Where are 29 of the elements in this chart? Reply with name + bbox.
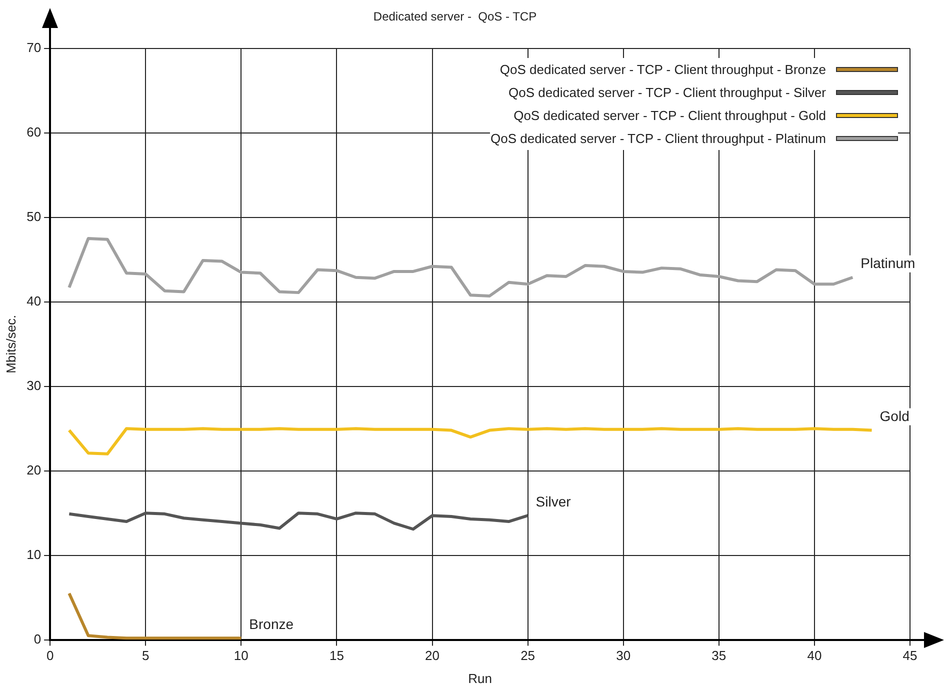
x-tick-label: 35 (712, 648, 726, 664)
y-tick-label: 30 (26, 378, 42, 393)
x-axis-title: Run (468, 670, 492, 686)
legend-label: QoS dedicated server - TCP - Client throughput - Silver (508, 85, 826, 100)
x-tick-label: 15 (329, 648, 344, 664)
x-tick-label: 40 (807, 648, 822, 664)
y-tick-label: 70 (26, 40, 42, 55)
x-tick-label: 5 (142, 648, 150, 664)
x-tick-label: 45 (902, 648, 918, 664)
x-tick-label: 25 (520, 648, 536, 664)
y-tick-label: 20 (26, 462, 42, 478)
y-tick-label: 10 (26, 546, 42, 562)
x-tick-label: 20 (425, 648, 440, 664)
annotation: Bronze (249, 616, 294, 632)
annotation: Silver (536, 493, 572, 510)
legend-label: QoS dedicated server - TCP - Client throughput - Gold (514, 108, 826, 124)
y-tick-label: 40 (26, 293, 42, 308)
y-axis-title: Mbits/sec. (3, 314, 18, 374)
legend-label: QoS dedicated server - TCP - Client throughput - Bronze (500, 62, 826, 78)
x-tick-label: 30 (616, 648, 631, 664)
y-tick-label: 60 (26, 124, 42, 140)
annotation: Gold (880, 408, 910, 424)
y-tick-label: 50 (26, 208, 42, 224)
x-tick-label: 0 (46, 648, 54, 664)
annotation: Platinum (860, 255, 916, 272)
y-tick-label: 0 (34, 631, 42, 646)
chart-title: Dedicated server - QoS - TCP (373, 10, 537, 24)
x-tick-label: 10 (234, 648, 248, 664)
legend-label: QoS dedicated server - TCP - Client throughput - Platinum (490, 131, 826, 146)
